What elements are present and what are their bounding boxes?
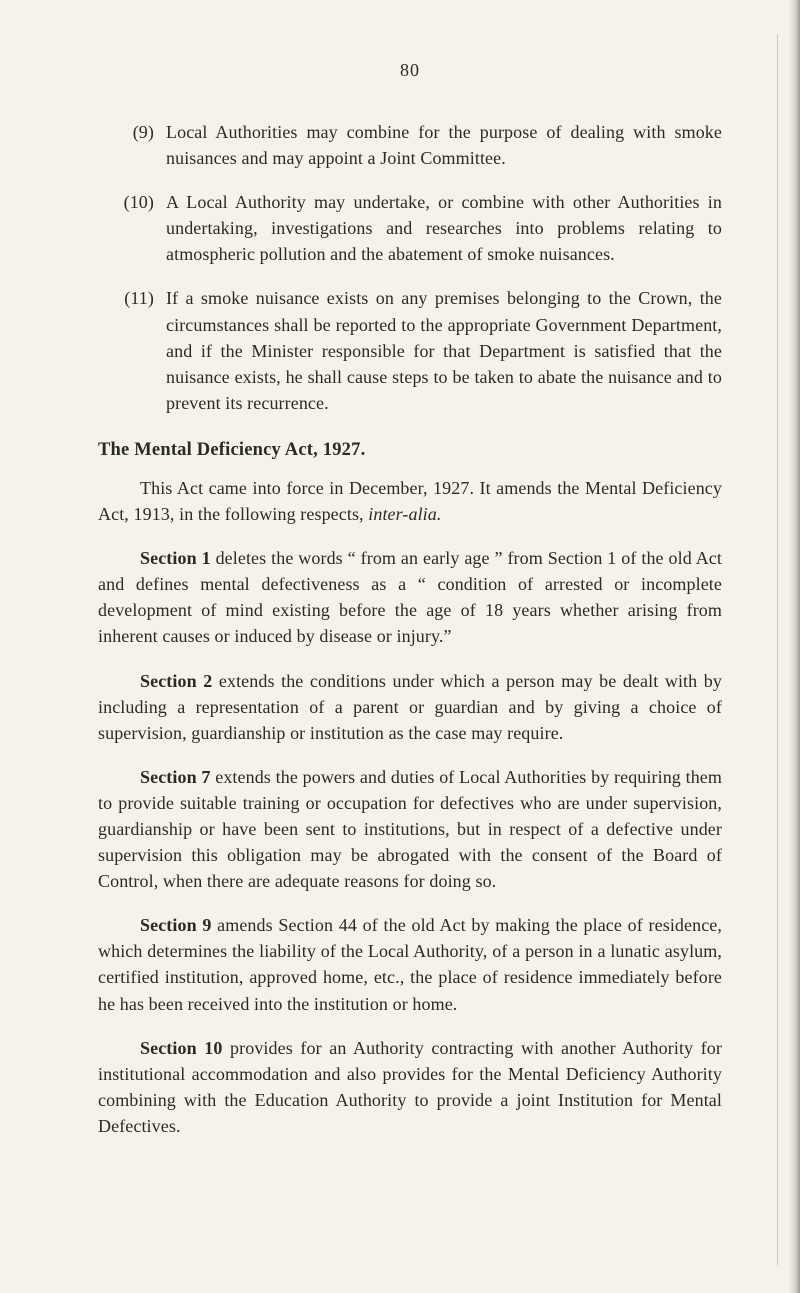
section-label: Section 2	[140, 671, 212, 691]
item-text: If a smoke nuisance exists on any premis…	[166, 285, 722, 415]
section-paragraph: Section 10 provides for an Authority con…	[98, 1035, 722, 1139]
section-paragraph: Section 9 amends Section 44 of the old A…	[98, 912, 722, 1016]
margin-rule	[777, 34, 778, 1265]
section-paragraph: Section 1 deletes the words “ from an ea…	[98, 545, 722, 649]
section-label: Section 9	[140, 915, 211, 935]
section-label: Section 10	[140, 1038, 222, 1058]
item-number: (11)	[98, 285, 166, 415]
item-number: (10)	[98, 189, 166, 267]
page-edge-shadow	[788, 0, 800, 1293]
section-paragraph: Section 7 extends the powers and duties …	[98, 764, 722, 894]
page-number: 80	[98, 60, 722, 81]
section-label: Section 1	[140, 548, 211, 568]
intro-italic: inter-alia.	[368, 504, 441, 524]
document-page: 80 (9) Local Authorities may combine for…	[0, 0, 800, 1293]
item-text: Local Authorities may combine for the pu…	[166, 119, 722, 171]
intro-paragraph: This Act came into force in December, 19…	[98, 475, 722, 527]
section-heading: The Mental Deficiency Act, 1927.	[98, 440, 722, 461]
section-paragraph: Section 2 extends the conditions under w…	[98, 668, 722, 746]
section-label: Section 7	[140, 767, 211, 787]
item-number: (9)	[98, 119, 166, 171]
list-item: (11) If a smoke nuisance exists on any p…	[98, 285, 722, 415]
list-item: (10) A Local Authority may undertake, or…	[98, 189, 722, 267]
item-text: A Local Authority may undertake, or comb…	[166, 189, 722, 267]
list-item: (9) Local Authorities may combine for th…	[98, 119, 722, 171]
